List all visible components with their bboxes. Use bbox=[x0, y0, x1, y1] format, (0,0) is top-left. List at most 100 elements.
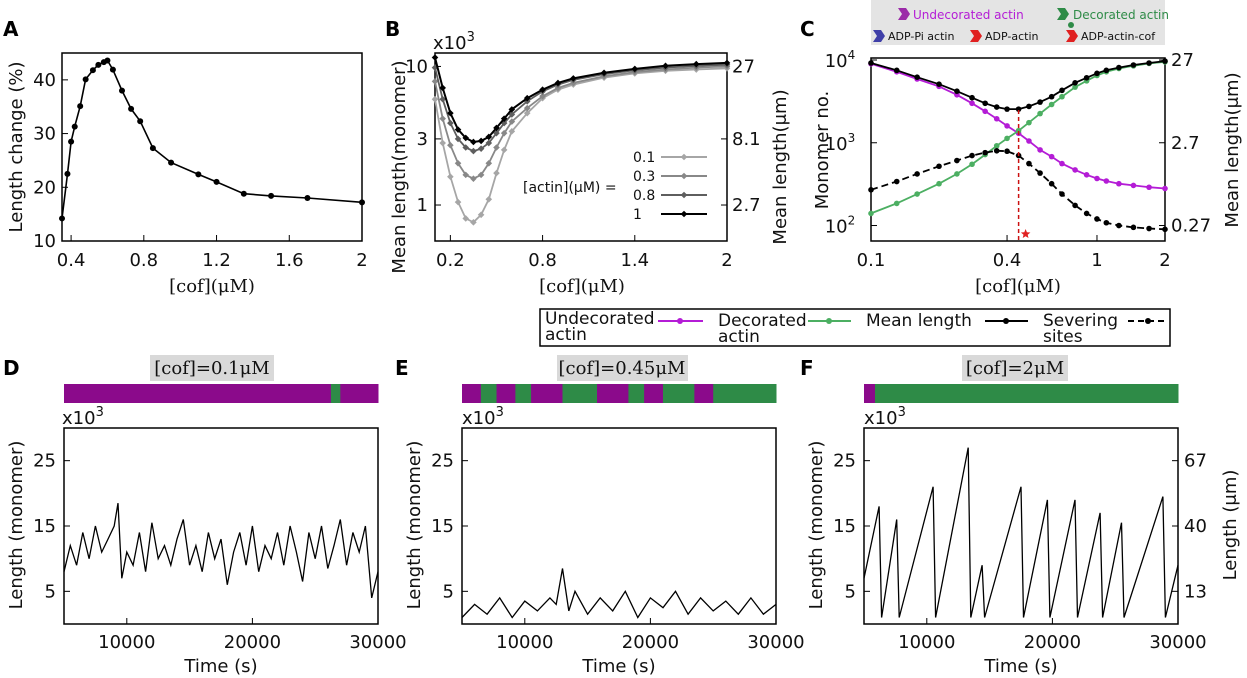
multiplier-label: x103 bbox=[62, 405, 104, 429]
state-segment bbox=[330, 384, 341, 403]
data-point bbox=[431, 54, 439, 61]
state-segment bbox=[644, 384, 664, 403]
data-point bbox=[119, 87, 125, 94]
panel-title: [cof]=0.45μM bbox=[559, 358, 686, 379]
multiplier-label: x103 bbox=[864, 405, 906, 429]
y-tick-label: 25 bbox=[431, 451, 454, 472]
y-tick-label: 10 bbox=[405, 56, 428, 77]
series-line-severing-sites bbox=[870, 149, 1166, 231]
data-point bbox=[213, 178, 220, 185]
data-point bbox=[508, 128, 516, 135]
data-point bbox=[477, 137, 485, 145]
y-axis-label: Mean length(monomer) bbox=[389, 60, 410, 273]
y-axis-right-label: Mean length(μm) bbox=[1222, 72, 1243, 227]
state-segment bbox=[64, 384, 332, 403]
data-point bbox=[1103, 178, 1110, 184]
title-bg bbox=[962, 355, 1068, 381]
legend-marker bbox=[680, 210, 688, 218]
x-axis-label: [cof](μM) bbox=[539, 276, 625, 297]
y-tick-label: 1 bbox=[417, 195, 428, 216]
state-bar bbox=[64, 384, 379, 403]
data-point bbox=[477, 171, 485, 179]
panel-label-e: E bbox=[395, 356, 409, 380]
dot-icon bbox=[1068, 22, 1074, 28]
panel-title: [cof]=0.1μM bbox=[154, 358, 269, 379]
x-tick-label: 1.4 bbox=[620, 250, 649, 271]
data-point bbox=[523, 104, 531, 112]
data-point bbox=[914, 74, 920, 80]
axis-ticks: 10000 20000 30000 5 15 25 13 40 67 bbox=[833, 451, 1207, 653]
data-point bbox=[723, 59, 731, 67]
x-tick-label: 10000 bbox=[98, 632, 155, 653]
x-tick-label: 0.4 bbox=[993, 250, 1022, 271]
axis-ticks: 0.4 0.8 1.2 1.6 2 10 20 30 40 bbox=[33, 70, 368, 271]
y-tick-label: 30 bbox=[33, 124, 56, 145]
y-axis-label: Length (monomer) bbox=[806, 441, 827, 610]
data-point bbox=[1083, 74, 1090, 81]
legend-decorated-line2: actin bbox=[718, 327, 760, 347]
data-point bbox=[268, 192, 275, 199]
data-point bbox=[1037, 99, 1043, 105]
legend-entry-label: 0.8 bbox=[633, 188, 655, 204]
y-tick-label: 103 bbox=[825, 131, 856, 155]
y-right-tick-label: 0.27 bbox=[1171, 216, 1211, 237]
state-segment bbox=[496, 384, 516, 403]
data-point bbox=[1072, 202, 1078, 209]
data-point bbox=[1026, 119, 1032, 126]
legend-marker bbox=[680, 172, 688, 180]
data-point bbox=[1130, 224, 1137, 231]
series-line-length-trace bbox=[461, 568, 777, 619]
legend-label: Decorated actin bbox=[1073, 8, 1169, 22]
data-point bbox=[954, 88, 960, 94]
legend-label: ADP-actin-cof bbox=[1081, 30, 1156, 43]
state-segment bbox=[562, 384, 598, 403]
data-point bbox=[149, 145, 156, 152]
data-point bbox=[1162, 226, 1168, 233]
data-point bbox=[493, 169, 500, 177]
x-axis-label: [cof](μM) bbox=[169, 276, 255, 297]
data-point bbox=[993, 147, 1000, 154]
state-segment bbox=[662, 384, 695, 403]
data-point bbox=[304, 195, 311, 202]
data-point bbox=[868, 187, 874, 193]
legend-severing-line1: Severing bbox=[1043, 311, 1118, 331]
data-point bbox=[631, 65, 639, 73]
data-point bbox=[1004, 135, 1010, 142]
y-tick-label: 102 bbox=[825, 214, 856, 238]
x-tick-label: 10000 bbox=[898, 632, 955, 653]
series-line-length-trace bbox=[63, 502, 379, 599]
data-point bbox=[1004, 106, 1010, 112]
legend-decorated-top: Decorated actin bbox=[1057, 8, 1169, 28]
y-axis-label: Length (monomer) bbox=[404, 441, 425, 610]
plot-frame bbox=[63, 427, 379, 625]
series-line-length-trace bbox=[863, 447, 1179, 618]
data-point bbox=[1146, 184, 1152, 191]
panel-label-c: C bbox=[800, 17, 815, 41]
data-point bbox=[969, 94, 975, 101]
data-point bbox=[982, 100, 988, 107]
legend-adp-pi: ADP-Pi actin bbox=[873, 30, 954, 43]
y-axis-label: Length (monomer) bbox=[6, 441, 27, 610]
legend-severing-marker bbox=[1145, 318, 1151, 324]
axis-ticks: 0.1 0.4 1 2 102 103 104 0.27 2.7 27 bbox=[825, 48, 1211, 271]
data-point bbox=[523, 94, 531, 102]
data-layer bbox=[431, 54, 731, 226]
data-point bbox=[477, 145, 485, 152]
legend-undecorated-line1: Undecorated bbox=[545, 309, 655, 329]
data-point bbox=[893, 67, 900, 74]
y-right-tick-label: 13 bbox=[1184, 581, 1207, 602]
legend-entry-label: 1 bbox=[633, 207, 642, 223]
data-point bbox=[1048, 153, 1055, 160]
data-point bbox=[570, 75, 577, 82]
legend-undecorated-line2: actin bbox=[545, 325, 587, 345]
y-tick-label: 10 bbox=[33, 231, 56, 252]
multiplier-label: x103 bbox=[462, 405, 504, 429]
data-point bbox=[128, 105, 135, 112]
data-point bbox=[95, 61, 102, 68]
data-point bbox=[462, 144, 470, 151]
chevron-icon bbox=[873, 30, 885, 42]
data-point bbox=[993, 104, 1000, 110]
x-tick-label: 0.8 bbox=[528, 250, 557, 271]
data-point bbox=[1094, 216, 1100, 222]
